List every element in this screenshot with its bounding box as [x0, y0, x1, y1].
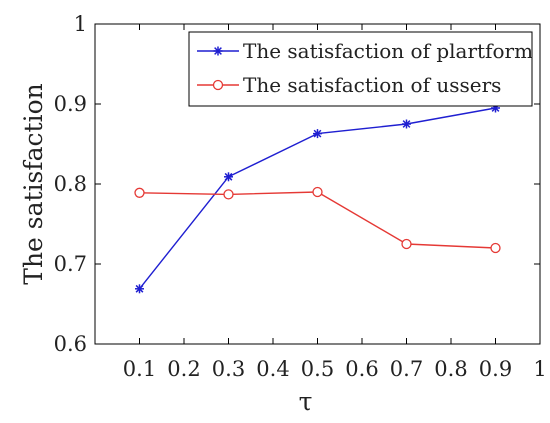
data-point-marker-circle: [490, 242, 501, 254]
data-point-marker-circle: [401, 238, 412, 250]
legend: The satisfaction of plartform The satisfa…: [188, 31, 533, 107]
series-group: [135, 103, 500, 294]
data-point-marker-asterisk: [402, 119, 411, 129]
x-tick-label: 0.1: [123, 357, 156, 381]
x-tick-label: 0.4: [256, 357, 289, 381]
x-tick-label: 0.3: [212, 357, 245, 381]
x-tick-label: 0.9: [479, 357, 512, 381]
legend-box: [188, 31, 533, 107]
y-tick-label: 0.8: [54, 172, 87, 196]
legend-label: The satisfaction of plartform: [243, 39, 533, 63]
x-axis-label: τ: [299, 387, 313, 416]
x-tick-label: 0.5: [301, 357, 334, 381]
data-point-marker-asterisk: [224, 172, 233, 182]
x-tick-label: 0.7: [390, 357, 423, 381]
data-point-marker-circle: [212, 79, 224, 91]
plot-layer: [134, 103, 501, 294]
y-axis-label: The satisfaction: [19, 83, 48, 284]
data-point-marker-asterisk: [213, 46, 223, 56]
data-point-marker-asterisk: [313, 129, 322, 139]
x-tick-label: 0.8: [434, 357, 467, 381]
asterisk-stroke: [224, 172, 233, 181]
data-point-marker-circle: [223, 189, 234, 200]
asterisk-stroke: [402, 120, 411, 128]
axis-layer: 0.1 0.2 0.3 0.4 0.5 0.6 0.7 0.8 0.9 1 0.6 0.7 0.8 0.9…: [54, 12, 547, 381]
x-tick-label: 1: [533, 357, 546, 381]
data-point-marker-circle: [134, 187, 145, 198]
data-point-marker-asterisk: [135, 284, 144, 294]
series-group: [134, 186, 501, 254]
asterisk-stroke: [135, 284, 144, 293]
legend-label: The satisfaction of ussers: [243, 73, 501, 97]
series-line: [139, 191, 496, 249]
y-tick-label: 1: [74, 12, 87, 36]
y-tick-label: 0.9: [54, 92, 87, 116]
y-tick-label: 0.6: [54, 332, 87, 356]
asterisk-stroke: [214, 47, 222, 55]
data-point-marker-circle: [312, 186, 323, 198]
x-tick-label: 0.6: [345, 357, 378, 381]
asterisk-stroke: [313, 129, 322, 138]
y-tick-label: 0.7: [54, 252, 87, 276]
x-tick-label: 0.2: [167, 357, 200, 381]
